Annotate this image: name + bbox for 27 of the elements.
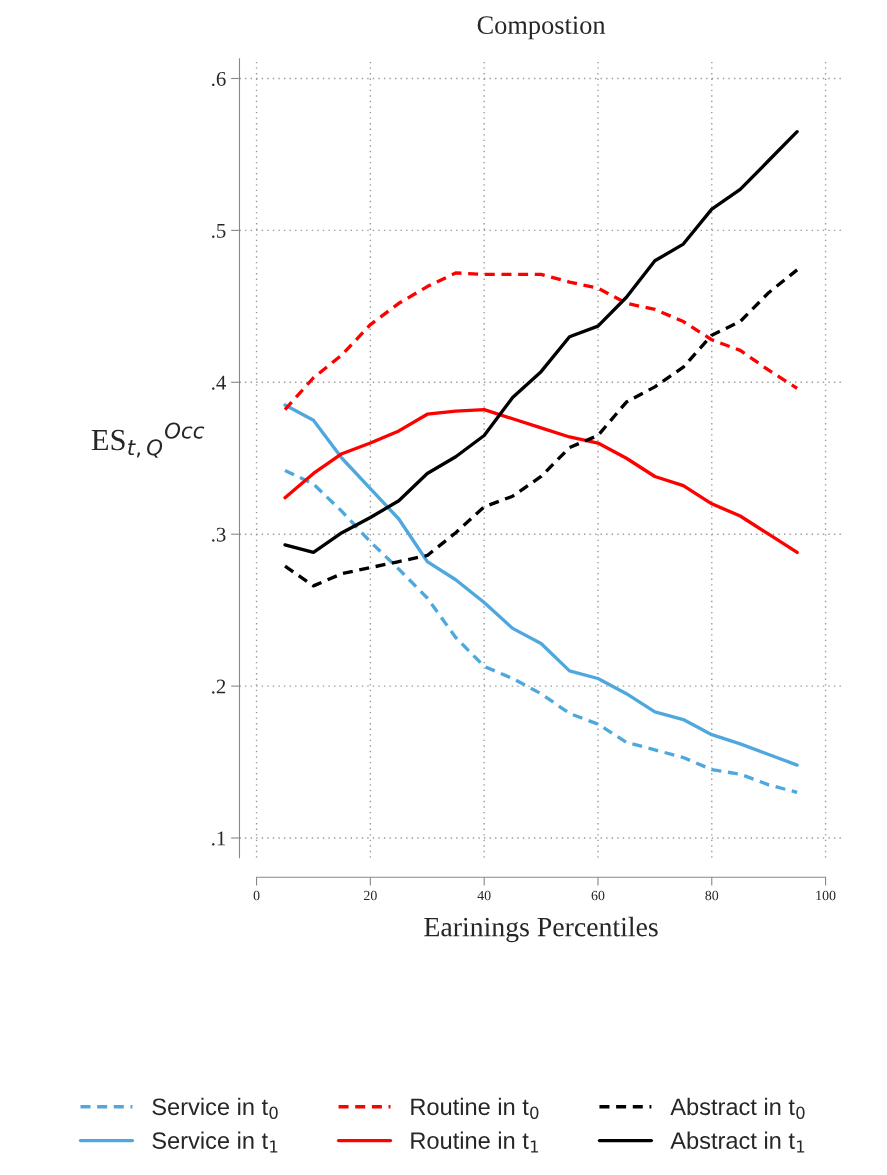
legend-label: Service in t$_{1}$ — [152, 1131, 278, 1153]
x-tick-label: 100 — [816, 890, 836, 901]
chart-title: Compostion — [477, 16, 606, 40]
y-tick-label: .5 — [212, 223, 226, 238]
y-tick-label: .4 — [212, 375, 226, 390]
line-series — [283, 129, 799, 555]
y-tick-label: .2 — [212, 679, 226, 694]
line-series — [283, 403, 799, 767]
line-series — [283, 407, 799, 555]
line-series — [283, 268, 799, 588]
y-axis-title: ES$_{t,Q}$$^{Occ}$ — [91, 422, 205, 458]
x-tick-label: 20 — [364, 890, 377, 901]
legend-label: Abstract in t$_{1}$ — [670, 1131, 805, 1153]
x-tick-label: 40 — [477, 890, 491, 901]
legend-label: Routine in t$_{1}$ — [411, 1131, 539, 1153]
legend-label: Service in t$_{0}$ — [152, 1097, 278, 1120]
line-series — [283, 271, 799, 412]
x-tick-label: 0 — [253, 890, 260, 901]
x-tick-label: 60 — [591, 890, 605, 901]
legend-label: Abstract in t$_{0}$ — [670, 1097, 805, 1120]
x-axis-title: Earinings Percentiles — [424, 916, 658, 943]
y-tick-label: .1 — [212, 831, 226, 846]
legend-label: Routine in t$_{0}$ — [411, 1097, 539, 1120]
y-tick-label: .6 — [212, 71, 226, 87]
x-tick-label: 80 — [705, 890, 719, 901]
line-series — [283, 468, 799, 795]
y-tick-label: .3 — [212, 527, 226, 542]
